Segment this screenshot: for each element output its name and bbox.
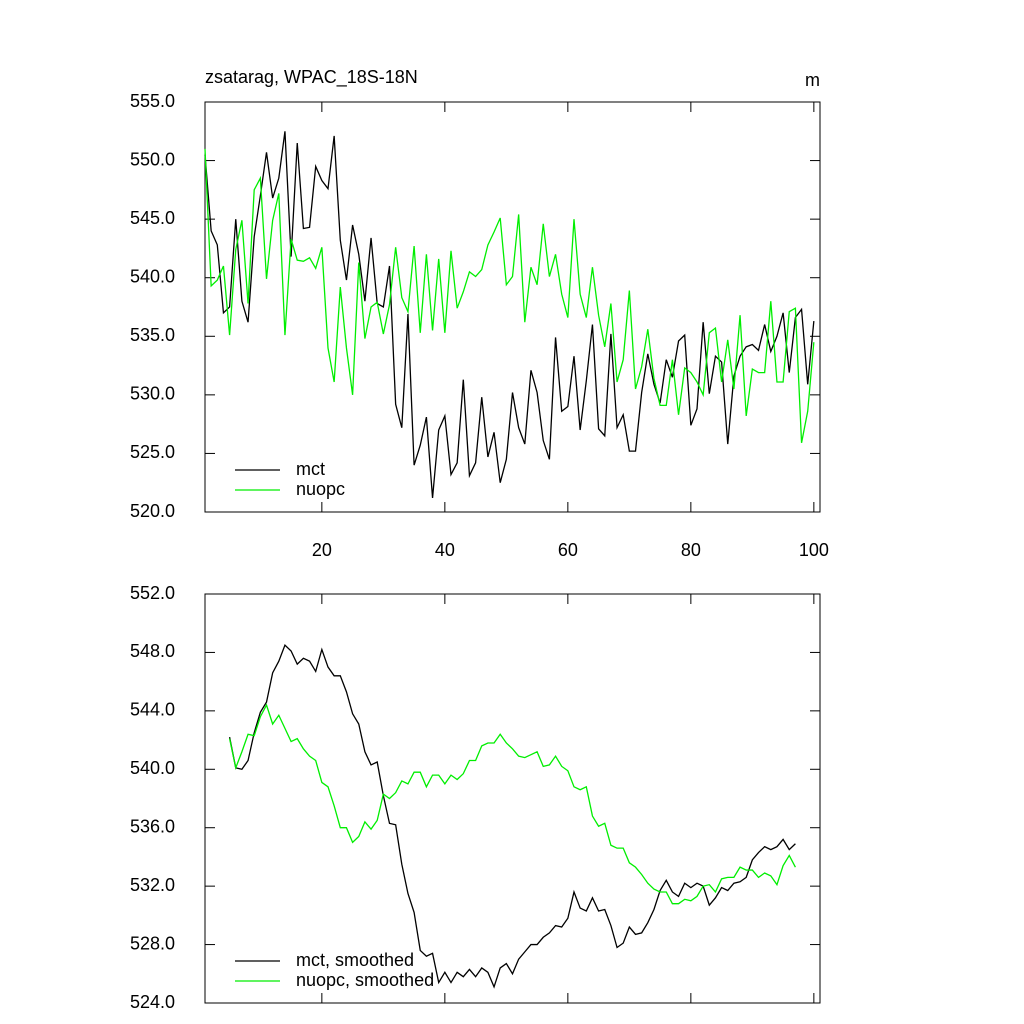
y-tick-label: 548.0 <box>130 641 175 661</box>
plot-frame <box>204 593 821 1004</box>
series-line <box>204 148 815 444</box>
y-tick-label: 540.0 <box>130 266 175 286</box>
y-tick-label: 535.0 <box>130 325 175 345</box>
x-tick-label: 100 <box>799 540 829 560</box>
series-line <box>228 703 796 905</box>
chart-title: zsatarag, WPAC_18S-18N <box>205 67 418 88</box>
y-tick-label: 524.0 <box>130 992 175 1012</box>
legend-label: mct <box>296 459 325 479</box>
y-tick-label: 555.0 <box>130 91 175 111</box>
legend-label: nuopc <box>296 479 345 499</box>
y-tick-label: 525.0 <box>130 442 175 462</box>
units-label: m <box>805 70 820 90</box>
y-tick-label: 540.0 <box>130 758 175 778</box>
y-tick-label: 550.0 <box>130 149 175 169</box>
series-line <box>228 643 796 989</box>
legend-label: mct, smoothed <box>296 950 414 970</box>
y-tick-label: 536.0 <box>130 816 175 836</box>
legend-label: nuopc, smoothed <box>296 970 434 990</box>
y-tick-label: 544.0 <box>130 700 175 720</box>
y-tick-label: 532.0 <box>130 875 175 895</box>
y-tick-label: 545.0 <box>130 208 175 228</box>
y-tick-label: 528.0 <box>130 933 175 953</box>
plot-frame <box>204 101 821 513</box>
x-tick-label: 20 <box>312 540 332 560</box>
x-tick-label: 60 <box>558 540 578 560</box>
x-tick-label: 40 <box>435 540 455 560</box>
y-tick-label: 552.0 <box>130 583 175 603</box>
y-tick-label: 520.0 <box>130 501 175 521</box>
x-tick-label: 80 <box>681 540 701 560</box>
series-line <box>204 131 815 498</box>
y-tick-label: 530.0 <box>130 384 175 404</box>
